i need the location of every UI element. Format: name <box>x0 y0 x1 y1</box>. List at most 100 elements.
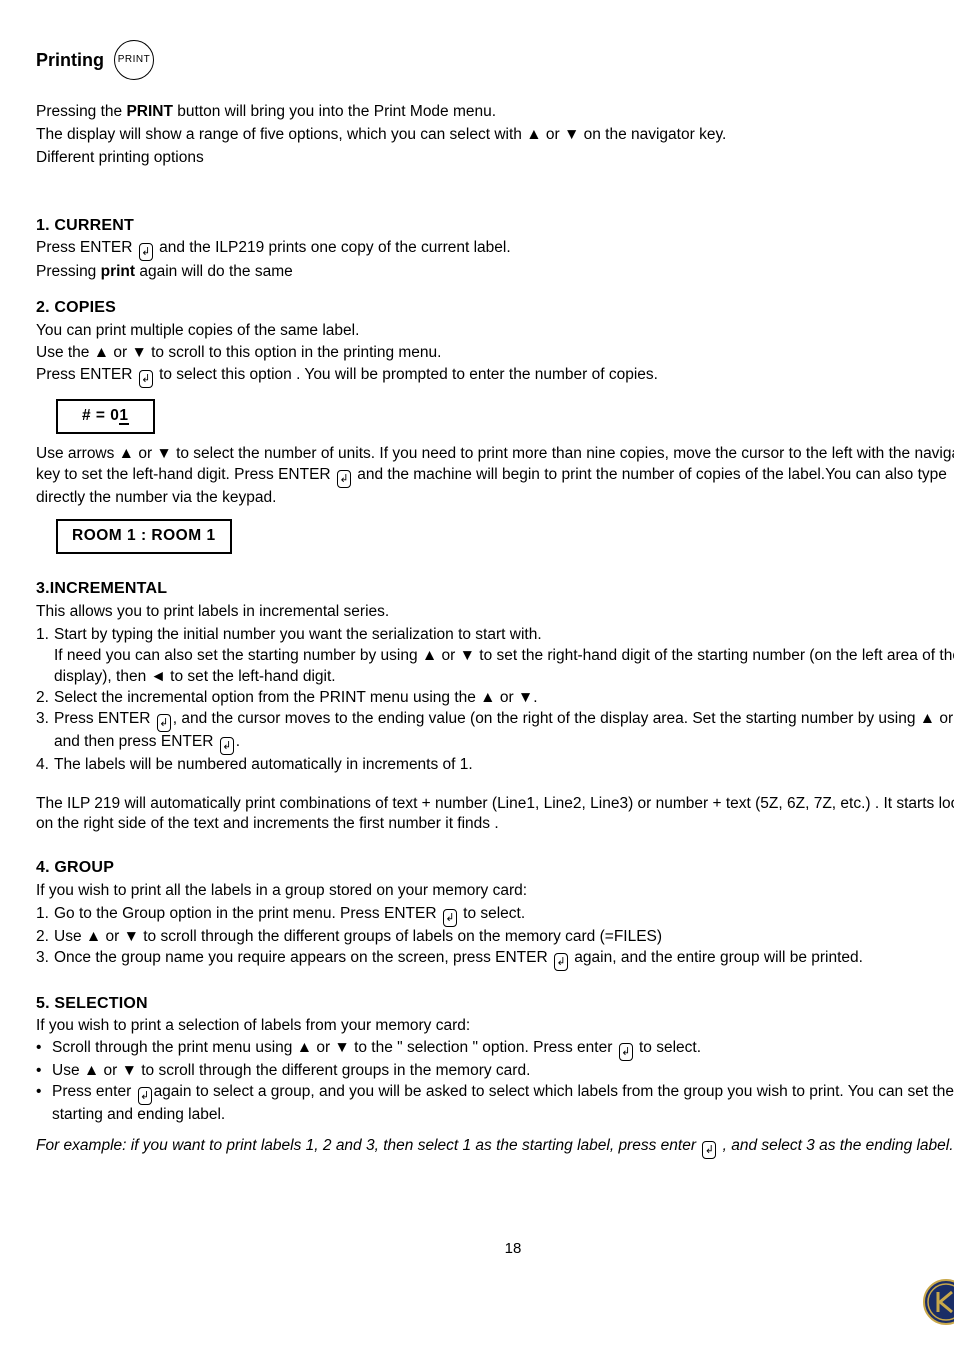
text: to select this option . You will be prom… <box>155 366 658 383</box>
text: . <box>236 733 240 750</box>
text: Press ENTER <box>54 710 155 727</box>
list-item: 3. Press ENTER ↲, and the cursor moves t… <box>36 709 954 755</box>
list-content: Start by typing the initial number you w… <box>54 625 954 688</box>
list-content: Press enter ↲again to select a group, an… <box>52 1082 954 1126</box>
list-content: The labels will be numbered automaticall… <box>54 755 473 776</box>
print-icon-label: PRINT <box>118 53 151 67</box>
text: Scroll through the print menu using ▲ or… <box>52 1039 617 1056</box>
line: Use arrows ▲ or ▼ to select the number o… <box>36 444 954 509</box>
print-icon: PRINT <box>114 40 154 80</box>
bullet-list: • Scroll through the print menu using ▲ … <box>36 1038 954 1126</box>
list-number: 1. <box>36 625 54 688</box>
section-selection: 5. SELECTION If you wish to print a sele… <box>36 993 954 1159</box>
section-title: 5. SELECTION <box>36 993 954 1015</box>
list-number: 2. <box>36 927 54 948</box>
list-number: 3. <box>36 948 54 971</box>
text: Pressing the <box>36 103 126 120</box>
list-content: Use ▲ or ▼ to scroll through the differe… <box>54 927 662 948</box>
text: to select. <box>459 905 525 922</box>
list-item: • Scroll through the print menu using ▲ … <box>36 1038 954 1061</box>
text: again will do the same <box>135 263 293 280</box>
text: and the ILP219 prints one copy of the cu… <box>155 239 511 256</box>
bullet: • <box>36 1061 52 1082</box>
list-number: 3. <box>36 709 54 755</box>
section-group: 4. GROUP If you wish to print all the la… <box>36 857 954 970</box>
list-item: 1. Go to the Group option in the print m… <box>36 904 954 927</box>
text: For example: if you want to print labels… <box>36 1137 700 1154</box>
list-item: 4. The labels will be numbered automatic… <box>36 755 954 776</box>
enter-icon: ↲ <box>443 909 457 927</box>
prev-page-icon <box>922 1278 954 1326</box>
list-content: Use ▲ or ▼ to scroll through the differe… <box>52 1061 530 1082</box>
enter-icon: ↲ <box>157 714 171 732</box>
example-note: For example: if you want to print labels… <box>36 1136 954 1159</box>
bold-text: print <box>101 263 135 280</box>
display-text: ROOM 1 : ROOM 1 <box>56 519 232 554</box>
line: If you wish to print a selection of labe… <box>36 1016 954 1037</box>
list-content: Go to the Group option in the print menu… <box>54 904 525 927</box>
list-number: 2. <box>36 688 54 709</box>
page-title: Printing <box>36 48 104 72</box>
text: Pressing <box>36 263 101 280</box>
text: again, and the entire group will be prin… <box>570 949 863 966</box>
line: Use the ▲ or ▼ to scroll to this option … <box>36 343 954 364</box>
list-item: 1. Start by typing the initial number yo… <box>36 625 954 688</box>
prev-page-button[interactable] <box>922 1278 954 1326</box>
section-title: 3.INCREMENTAL <box>36 578 954 600</box>
section-copies: 2. COPIES You can print multiple copies … <box>36 297 954 564</box>
list-content: Press ENTER ↲, and the cursor moves to t… <box>54 709 954 755</box>
enter-icon: ↲ <box>138 1087 152 1105</box>
text: If need you can also set the starting nu… <box>54 647 954 685</box>
line: You can print multiple copies of the sam… <box>36 321 954 342</box>
list-number: 1. <box>36 904 54 927</box>
list-number: 4. <box>36 755 54 776</box>
display-text: # = 0 <box>82 407 119 424</box>
list-content: Scroll through the print menu using ▲ or… <box>52 1038 701 1061</box>
intro-line-2: The display will show a range of five op… <box>36 125 954 146</box>
intro-line-1: Pressing the PRINT button will bring you… <box>36 102 954 123</box>
text: , and the cursor moves to the ending val… <box>54 710 954 750</box>
enter-icon: ↲ <box>139 370 153 388</box>
list-content: Once the group name you require appears … <box>54 948 863 971</box>
list-item: • Press enter ↲again to select a group, … <box>36 1082 954 1126</box>
section-title: 1. CURRENT <box>36 215 954 237</box>
section-current: 1. CURRENT Press ENTER ↲ and the ILP219 … <box>36 215 954 284</box>
list-item: 2. Use ▲ or ▼ to scroll through the diff… <box>36 927 954 948</box>
text: button will bring you into the Print Mod… <box>173 103 496 120</box>
note: The ILP 219 will automatically print com… <box>36 794 954 836</box>
list-item: 3. Once the group name you require appea… <box>36 948 954 971</box>
enter-icon: ↲ <box>554 953 568 971</box>
text: Start by typing the initial number you w… <box>54 626 542 643</box>
text: to select. <box>635 1039 701 1056</box>
text: Press enter <box>52 1083 136 1100</box>
section-header: Printing PRINT <box>36 40 954 80</box>
display-box-room: ROOM 1 : ROOM 1 <box>36 509 954 564</box>
list-item: 2. Select the incremental option from th… <box>36 688 954 709</box>
text: Press ENTER <box>36 366 137 383</box>
enter-icon: ↲ <box>139 243 153 261</box>
bold-text: PRINT <box>126 103 173 120</box>
section-title: 2. COPIES <box>36 297 954 319</box>
display-box-copies: # = 01 <box>36 389 954 444</box>
list-item: • Use ▲ or ▼ to scroll through the diffe… <box>36 1061 954 1082</box>
enter-icon: ↲ <box>619 1043 633 1061</box>
intro-line-3: Different printing options <box>36 148 954 169</box>
text: Go to the Group option in the print menu… <box>54 905 441 922</box>
text: Once the group name you require appears … <box>54 949 552 966</box>
page-number: 18 <box>36 1239 954 1259</box>
intro-block: Pressing the PRINT button will bring you… <box>36 102 954 169</box>
enter-icon: ↲ <box>220 737 234 755</box>
text: again to select a group, and you will be… <box>52 1083 954 1123</box>
line: Press ENTER ↲ and the ILP219 prints one … <box>36 238 954 261</box>
bullet: • <box>36 1038 52 1061</box>
line: Press ENTER ↲ to select this option . Yo… <box>36 365 954 388</box>
line: This allows you to print labels in incre… <box>36 602 954 623</box>
line: If you wish to print all the labels in a… <box>36 881 954 902</box>
display-text-cursor: 1 <box>119 409 128 425</box>
text: , and select 3 as the ending label. <box>718 1137 953 1154</box>
bullet: • <box>36 1082 52 1126</box>
ordered-list: 1. Start by typing the initial number yo… <box>36 625 954 776</box>
enter-icon: ↲ <box>702 1141 716 1159</box>
text: Press ENTER <box>36 239 137 256</box>
enter-icon: ↲ <box>337 470 351 488</box>
